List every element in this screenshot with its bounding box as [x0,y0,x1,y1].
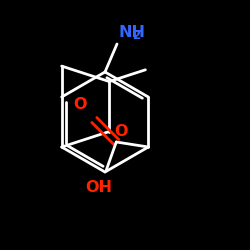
Text: O: O [74,97,87,112]
Text: NH: NH [119,25,146,40]
Text: O: O [114,124,128,139]
Text: 2: 2 [132,29,140,42]
Text: OH: OH [85,180,112,195]
